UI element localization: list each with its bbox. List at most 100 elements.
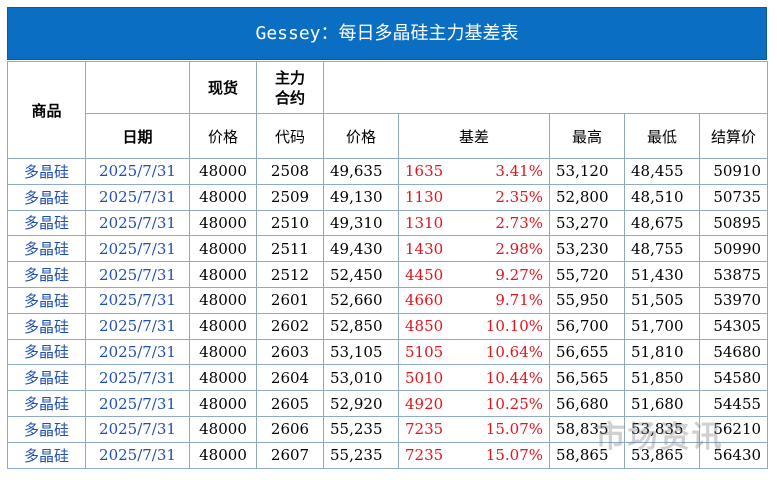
cell-basis-pct: 15.07%	[465, 441, 550, 469]
header-spot-price: 价格	[189, 113, 257, 159]
cell-basis: 7235	[398, 441, 466, 469]
cell-low: 51,850	[624, 364, 700, 392]
cell-basis: 1130	[398, 183, 466, 211]
cell-low: 53,865	[624, 441, 700, 469]
cell-high: 55,950	[549, 286, 625, 314]
cell-price: 49,430	[323, 235, 399, 263]
cell-spot: 48000	[189, 158, 257, 185]
cell-code: 2606	[256, 415, 324, 443]
cell-settle: 53970	[698, 286, 769, 314]
cell-date: 2025/7/31	[85, 183, 190, 211]
cell-product: 多晶硅	[7, 441, 86, 469]
basis-table: 商品 现货 主力 合约 日期 价格 代码 价格 基差 最高 最低 结算价 多晶硅…	[7, 61, 769, 469]
table-row: 多晶硅 2025/7/31 48000 2602 52,850 4850 10.10% 56,…	[7, 312, 769, 340]
cell-basis-pct: 9.27%	[465, 261, 550, 288]
cell-settle: 50990	[698, 235, 769, 263]
cell-price: 52,850	[323, 312, 399, 340]
cell-basis: 5010	[398, 364, 466, 392]
header-high: 最高	[549, 113, 625, 159]
cell-date: 2025/7/31	[85, 235, 190, 263]
cell-product: 多晶硅	[7, 209, 86, 237]
table-row: 多晶硅 2025/7/31 48000 2509 49,130 1130 2.35% 52,8…	[7, 183, 769, 211]
cell-basis-pct: 9.71%	[465, 286, 550, 314]
cell-basis-pct: 10.44%	[465, 364, 550, 392]
cell-basis-pct: 2.35%	[465, 183, 550, 211]
cell-date: 2025/7/31	[85, 209, 190, 237]
cell-settle: 53875	[698, 261, 769, 288]
cell-high: 53,230	[549, 235, 625, 263]
cell-date: 2025/7/31	[85, 261, 190, 288]
header-settle: 结算价	[698, 113, 769, 159]
cell-high: 55,720	[549, 261, 625, 288]
cell-settle: 54455	[698, 390, 769, 417]
cell-high: 56,700	[549, 312, 625, 340]
table-row: 多晶硅 2025/7/31 48000 2607 55,235 7235 15.07% 58,…	[7, 441, 769, 469]
cell-low: 51,700	[624, 312, 700, 340]
cell-basis-pct: 2.98%	[465, 235, 550, 263]
cell-settle: 54680	[698, 338, 769, 366]
cell-date: 2025/7/31	[85, 390, 190, 417]
header-price: 价格	[323, 113, 399, 159]
cell-basis: 1635	[398, 158, 466, 185]
cell-spot: 48000	[189, 390, 257, 417]
cell-date: 2025/7/31	[85, 312, 190, 340]
cell-code: 2510	[256, 209, 324, 237]
cell-product: 多晶硅	[7, 183, 86, 211]
table-row: 多晶硅 2025/7/31 48000 2604 53,010 5010 10.44% 56,…	[7, 364, 769, 392]
cell-price: 53,010	[323, 364, 399, 392]
header-blank-date	[85, 61, 190, 114]
header-blank-right	[322, 61, 769, 114]
cell-product: 多晶硅	[7, 286, 86, 314]
cell-settle: 56210	[698, 415, 769, 443]
cell-low: 48,675	[624, 209, 700, 237]
cell-high: 52,800	[549, 183, 625, 211]
header-product: 商品	[7, 61, 86, 159]
cell-low: 53,835	[624, 415, 700, 443]
cell-product: 多晶硅	[7, 338, 86, 366]
cell-high: 53,270	[549, 209, 625, 237]
cell-date: 2025/7/31	[85, 158, 190, 185]
cell-code: 2603	[256, 338, 324, 366]
cell-basis: 4850	[398, 312, 466, 340]
cell-price: 49,635	[323, 158, 399, 185]
cell-basis: 1310	[398, 209, 466, 237]
cell-date: 2025/7/31	[85, 441, 190, 469]
cell-settle: 50735	[698, 183, 769, 211]
cell-product: 多晶硅	[7, 235, 86, 263]
cell-low: 48,455	[624, 158, 700, 185]
cell-product: 多晶硅	[7, 390, 86, 417]
cell-basis-pct: 2.73%	[465, 209, 550, 237]
cell-price: 52,660	[323, 286, 399, 314]
cell-code: 2602	[256, 312, 324, 340]
header-spot: 现货	[189, 61, 257, 114]
cell-code: 2604	[256, 364, 324, 392]
cell-code: 2512	[256, 261, 324, 288]
cell-spot: 48000	[189, 441, 257, 469]
header-code: 代码	[256, 113, 324, 159]
cell-code: 2601	[256, 286, 324, 314]
cell-settle: 56430	[698, 441, 769, 469]
header-date: 日期	[85, 113, 190, 159]
cell-date: 2025/7/31	[85, 338, 190, 366]
cell-basis: 4920	[398, 390, 466, 417]
cell-code: 2605	[256, 390, 324, 417]
cell-price: 55,235	[323, 415, 399, 443]
cell-settle: 50895	[698, 209, 769, 237]
cell-basis-pct: 10.10%	[465, 312, 550, 340]
cell-spot: 48000	[189, 261, 257, 288]
table-row: 多晶硅 2025/7/31 48000 2606 55,235 7235 15.07% 58,…	[7, 415, 769, 443]
cell-basis: 7235	[398, 415, 466, 443]
cell-date: 2025/7/31	[85, 364, 190, 392]
table-row: 多晶硅 2025/7/31 48000 2512 52,450 4450 9.27% 55,7…	[7, 261, 769, 288]
cell-spot: 48000	[189, 209, 257, 237]
cell-settle: 54305	[698, 312, 769, 340]
table-row: 多晶硅 2025/7/31 48000 2508 49,635 1635 3.41% 53,1…	[7, 158, 769, 185]
header-row-2: 日期 价格 代码 价格 基差 最高 最低 结算价	[8, 113, 769, 159]
cell-basis: 4660	[398, 286, 466, 314]
header-row-1: 商品 现货 主力 合约	[7, 61, 769, 159]
cell-price: 49,310	[323, 209, 399, 237]
cell-settle: 54580	[698, 364, 769, 392]
cell-basis-pct: 10.25%	[465, 390, 550, 417]
cell-settle: 50910	[698, 158, 769, 185]
cell-low: 48,510	[624, 183, 700, 211]
